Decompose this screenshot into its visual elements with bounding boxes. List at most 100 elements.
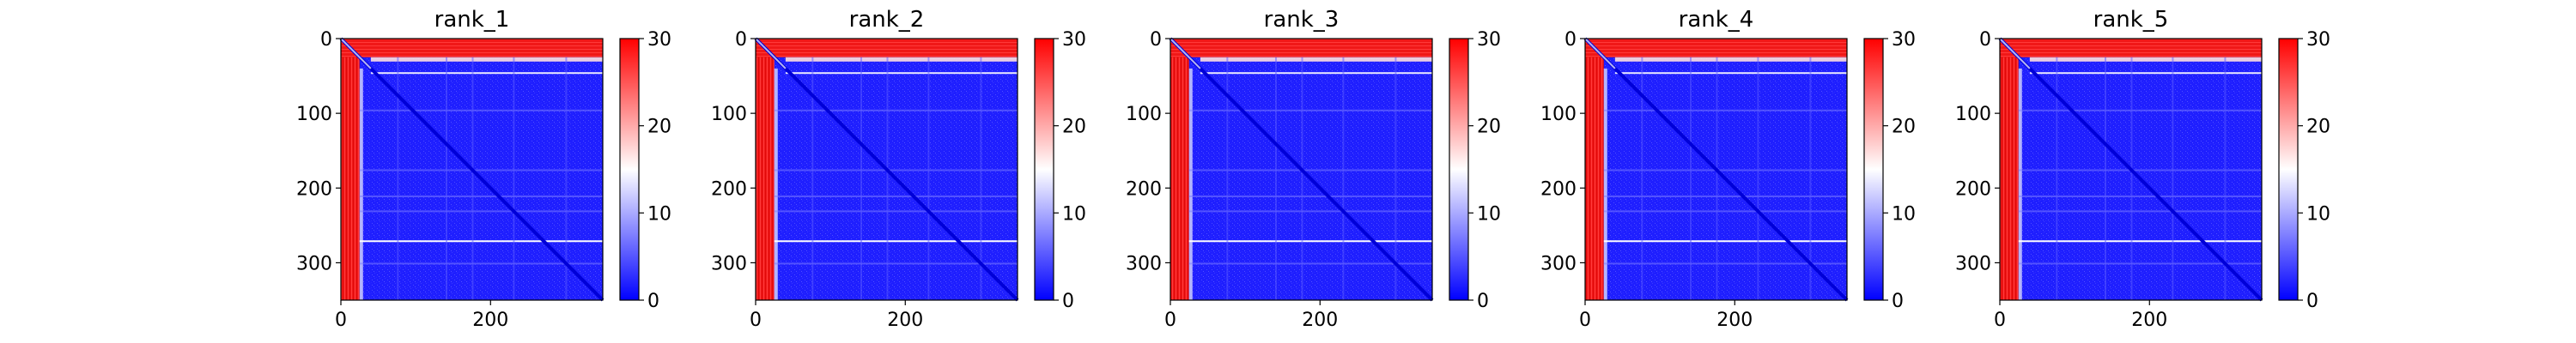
panel-title: rank_4 [1679, 7, 1754, 33]
x-tick-label: 0 [335, 310, 347, 331]
heatmap-faint-line-3 [359, 210, 603, 213]
y-tick-label: 300 [1955, 253, 1991, 274]
x-tick-label: 0 [750, 310, 762, 331]
heatmap-diagonal-highlight [755, 38, 787, 69]
heatmap-edge-strip-h [370, 57, 603, 62]
y-tick-label: 0 [1564, 29, 1577, 51]
heatmap-top-band [756, 39, 1018, 57]
heatmap-top-band [341, 39, 603, 57]
heatmap-faint-line-1 [1603, 169, 1847, 172]
heatmap-faint-vline-1 [1275, 57, 1277, 301]
colorbar-tick-label: 10 [1062, 203, 1086, 225]
heatmap-line-45 [785, 72, 1018, 75]
heatmap-top-band [1585, 39, 1847, 57]
heatmap-faint-vline-1 [1690, 57, 1692, 301]
panel-title: rank_2 [849, 7, 925, 33]
x-tick-label: 200 [472, 310, 508, 331]
heatmap-line-45 [1614, 72, 1847, 75]
heatmap-edge-strip-v [2018, 68, 2022, 300]
heatmap-diagonal [754, 37, 1019, 302]
heatmap-faint-line-4 [2018, 262, 2262, 265]
heatmap-faint-line-0 [1603, 109, 1847, 111]
heatmap-faint-line-4 [1188, 262, 1432, 265]
colorbar [1034, 38, 1054, 301]
heatmap-left-band [2000, 39, 2019, 300]
heatmap-bright-line [1603, 240, 1847, 243]
heatmap-edge-strip-h [785, 57, 1018, 62]
colorbar [1863, 38, 1884, 301]
x-tick-label: 200 [2131, 310, 2167, 331]
y-tick-label: 100 [296, 104, 332, 125]
heatmap-faint-line-0 [2018, 109, 2262, 111]
heatmap-faint-vline-1 [446, 57, 447, 301]
y-tick-label: 300 [1540, 253, 1577, 274]
heatmap-faint-line-4 [774, 262, 1018, 265]
colorbar [2278, 38, 2299, 301]
colorbar [619, 38, 640, 301]
heatmap-left-band [1585, 39, 1604, 300]
heatmap-faint-vline-2 [886, 57, 889, 301]
heatmap-faint-line-2 [774, 196, 1018, 197]
axes-frame [340, 38, 604, 301]
heatmap-faint-vline-4 [1394, 57, 1397, 301]
colorbar-tick-label: 0 [1477, 291, 1489, 312]
colorbar-tick-label: 0 [1062, 291, 1074, 312]
heatmap-faint-line-4 [359, 262, 603, 265]
heatmap-diagonal [1169, 37, 1434, 302]
heatmap-faint-vline-2 [1301, 57, 1303, 301]
panel-title: rank_1 [434, 7, 510, 33]
x-tick-label: 0 [1164, 310, 1176, 331]
heatmap-faint-line-3 [2018, 210, 2262, 213]
heatmap-panel-1: rank_1 0 100 200 300 0 200 0 10 20 30 [296, 7, 671, 331]
heatmap-faint-vline-2 [1716, 57, 1718, 301]
y-tick-label: 100 [1540, 104, 1577, 125]
heatmap-faint-vline-0 [1641, 57, 1643, 301]
colorbar-tick-label: 30 [1477, 29, 1501, 51]
heatmap-faint-vline-0 [397, 57, 399, 301]
axes-frame [1999, 38, 2263, 301]
heatmap-left-band [756, 39, 775, 300]
heatmap-faint-vline-4 [1809, 57, 1812, 301]
heatmap-faint-line-1 [2018, 169, 2262, 172]
heatmap-faint-vline-0 [811, 57, 814, 301]
heatmap-diagonal [1998, 37, 2263, 302]
colorbar-tick-label: 10 [1477, 203, 1501, 225]
heatmap-left-band [1170, 39, 1189, 300]
panel-title: rank_5 [2093, 7, 2169, 33]
heatmap-panel-5: rank_5 0 100 200 300 0 200 0 10 20 30 [1955, 7, 2330, 331]
colorbar-tick-label: 30 [647, 29, 671, 51]
y-tick-label: 200 [1955, 178, 1991, 200]
y-tick-label: 0 [1979, 29, 1991, 51]
heatmap-panel-2: rank_2 0 100 200 300 0 200 0 10 20 30 [711, 7, 1086, 331]
heatmap-bright-line [2018, 240, 2262, 243]
colorbar-tick-label: 20 [647, 117, 671, 138]
y-tick-label: 200 [711, 178, 747, 200]
y-tick-label: 0 [735, 29, 747, 51]
panel-title: rank_3 [1264, 7, 1340, 33]
heatmap-faint-line-0 [1188, 109, 1432, 111]
heatmap-diagonal [339, 37, 605, 302]
colorbar-tick-label: 30 [1892, 29, 1916, 51]
heatmap-faint-line-2 [359, 196, 603, 197]
heatmap-faint-line-2 [1603, 196, 1847, 197]
heatmap-edge-strip-v [359, 68, 363, 300]
heatmap-left-band [341, 39, 360, 300]
y-tick-label: 300 [296, 253, 332, 274]
x-tick-label: 0 [1994, 310, 2006, 331]
heatmap-edge-strip-v [774, 68, 778, 300]
y-tick-label: 200 [1540, 178, 1577, 200]
heatmap-diagonal [1583, 37, 1849, 302]
colorbar-tick-label: 10 [1892, 203, 1916, 225]
heatmap-edge-strip-h [1614, 57, 1847, 62]
y-tick-label: 100 [1955, 104, 1991, 125]
heatmap-faint-vline-1 [860, 57, 862, 301]
heatmap-bright-line [359, 240, 603, 243]
heatmap-faint-vline-2 [2130, 57, 2133, 301]
heatmap-faint-line-3 [774, 210, 1018, 213]
heatmap-faint-line-0 [774, 109, 1018, 111]
heatmap-faint-vline-3 [513, 57, 515, 301]
heatmap-faint-line-3 [1188, 210, 1432, 213]
heatmap-faint-line-0 [359, 109, 603, 111]
heatmap-bright-line [1188, 240, 1432, 243]
heatmap-faint-vline-3 [1757, 57, 1759, 301]
